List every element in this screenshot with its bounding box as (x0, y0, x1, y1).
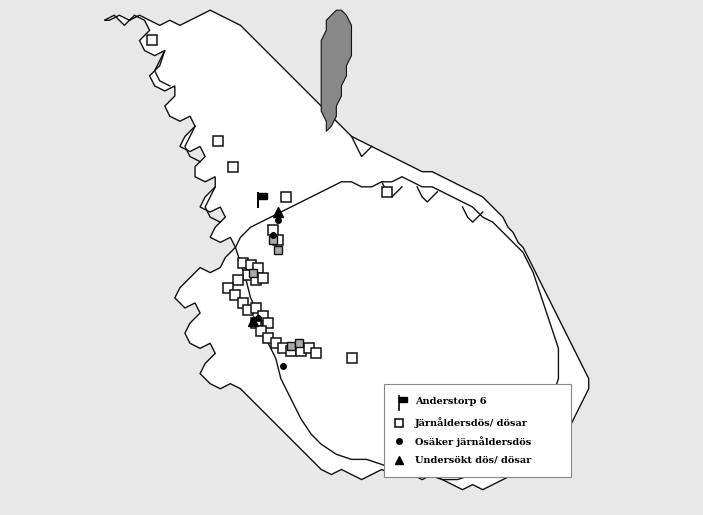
FancyBboxPatch shape (258, 193, 267, 199)
Text: Järnåldersdös/ dösar: Järnåldersdös/ dösar (415, 417, 527, 428)
Polygon shape (321, 10, 352, 131)
Text: Anderstorp 6: Anderstorp 6 (415, 398, 486, 406)
Polygon shape (104, 10, 588, 490)
FancyBboxPatch shape (385, 384, 571, 477)
Text: Osäker järnåldersdös: Osäker järnåldersdös (415, 436, 531, 447)
Text: Undersökt dös/ dösar: Undersökt dös/ dösar (415, 455, 531, 465)
FancyBboxPatch shape (399, 397, 406, 402)
